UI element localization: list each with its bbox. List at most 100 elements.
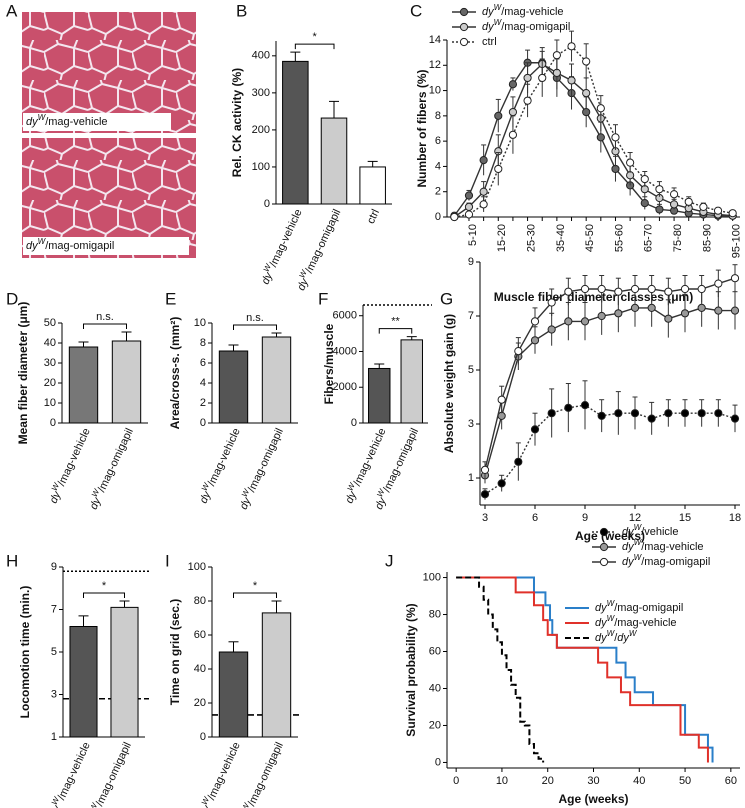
- y-tick-label: 0: [351, 417, 357, 429]
- y-tick-label: 60: [429, 645, 441, 657]
- marker: [647, 284, 656, 294]
- panel-letter: G: [440, 289, 453, 308]
- marker: [630, 409, 640, 418]
- series-line: [454, 45, 733, 218]
- marker: [669, 200, 679, 209]
- legend-marker: [459, 7, 469, 17]
- x-tick-label: dyW/mag-vehicle: [195, 425, 243, 505]
- marker: [680, 284, 690, 294]
- bar: [320, 117, 348, 205]
- marker: [640, 174, 649, 184]
- bar: [368, 367, 391, 424]
- y-tick-label: 20: [429, 719, 441, 731]
- y-tick-label: 0: [200, 731, 206, 743]
- legend-label: dyW/vehicle: [622, 523, 678, 538]
- marker: [552, 68, 561, 77]
- x-tick-label: 6: [532, 512, 538, 524]
- series-line: [484, 307, 735, 476]
- y-tick-label: 4: [435, 160, 441, 172]
- significance-label: *: [102, 580, 107, 592]
- series-line: [484, 277, 736, 471]
- significance-bracket: [83, 323, 127, 329]
- bar: [111, 340, 142, 424]
- marker: [547, 325, 556, 334]
- x-tick-label: dyW/mag-omigapil: [235, 739, 286, 808]
- y-tick-label: 2: [200, 397, 206, 409]
- x-tick-label: 10: [496, 775, 508, 787]
- y-tick-label: 80: [194, 595, 206, 607]
- image-caption: dyW/mag-vehicle: [26, 113, 108, 128]
- y-tick-label: 40: [44, 337, 56, 349]
- x-tick-label: 9: [582, 512, 588, 524]
- marker: [464, 202, 474, 211]
- bar: [69, 626, 98, 738]
- marker: [730, 306, 740, 315]
- significance-label: *: [253, 580, 258, 592]
- y-tick-label: 80: [429, 608, 441, 620]
- marker: [697, 284, 706, 294]
- legend-label: dyW/mag-omigapil: [595, 599, 683, 614]
- marker: [580, 317, 590, 326]
- marker: [655, 185, 664, 194]
- y-axis-label: Time on grid (sec.): [168, 599, 182, 705]
- y-tick-label: 0: [435, 211, 441, 223]
- significance-label: n.s.: [96, 311, 114, 323]
- legend-label: dyW/dyW: [595, 629, 638, 644]
- marker: [730, 414, 740, 423]
- legend-marker: [459, 22, 469, 32]
- x-tick-label: 12: [629, 512, 641, 524]
- marker: [580, 401, 590, 410]
- x-tick-label: 15: [679, 512, 691, 524]
- y-tick-label: 14: [429, 34, 441, 46]
- marker: [580, 284, 590, 294]
- marker: [626, 171, 635, 180]
- x-tick-label: 18: [729, 512, 741, 524]
- marker: [664, 287, 673, 296]
- legend-label: ctrl: [482, 36, 497, 48]
- y-tick-label: 100: [423, 571, 441, 583]
- y-tick-label: 6: [435, 135, 441, 147]
- y-tick-label: 6000: [333, 310, 357, 322]
- marker: [523, 96, 532, 105]
- marker: [464, 191, 474, 200]
- y-tick-label: 9: [468, 256, 474, 268]
- bar: [110, 606, 139, 738]
- y-tick-label: 2: [435, 186, 441, 198]
- y-tick-label: 20: [194, 697, 206, 709]
- marker: [697, 303, 706, 312]
- marker: [497, 479, 506, 488]
- legend-label: dyW/mag-vehicle: [482, 3, 564, 18]
- marker: [728, 209, 737, 218]
- y-tick-label: 5: [468, 364, 474, 376]
- marker: [597, 284, 606, 294]
- bar: [218, 651, 249, 738]
- series-line: [484, 404, 736, 495]
- marker: [497, 395, 506, 404]
- marker: [564, 317, 573, 326]
- y-axis-label: Locomotion time (min.): [18, 586, 32, 719]
- x-axis-label: Age (weeks): [558, 792, 628, 806]
- significance-bracket: [233, 592, 277, 598]
- significance-label: **: [391, 316, 400, 328]
- marker: [664, 409, 673, 418]
- marker: [669, 190, 679, 199]
- x-tick-label: dyW/mag-omigapil: [235, 425, 286, 511]
- marker: [614, 309, 623, 318]
- panel-letter: B: [236, 1, 247, 20]
- marker: [640, 185, 649, 194]
- series-line: [456, 576, 545, 763]
- y-axis-label: Number of fibers (%): [415, 69, 429, 187]
- marker: [697, 409, 706, 418]
- marker: [508, 130, 518, 139]
- y-tick-label: 300: [252, 87, 270, 99]
- x-tick-label: 30: [587, 775, 599, 787]
- marker: [640, 198, 649, 208]
- marker: [611, 164, 620, 174]
- marker: [479, 200, 488, 209]
- y-tick-label: 8: [435, 110, 441, 122]
- x-axis-label: Muscle fiber diameter classes (μm): [494, 290, 693, 304]
- y-tick-label: 2000: [333, 381, 357, 393]
- marker: [730, 274, 740, 283]
- marker: [684, 197, 693, 206]
- marker: [713, 206, 723, 215]
